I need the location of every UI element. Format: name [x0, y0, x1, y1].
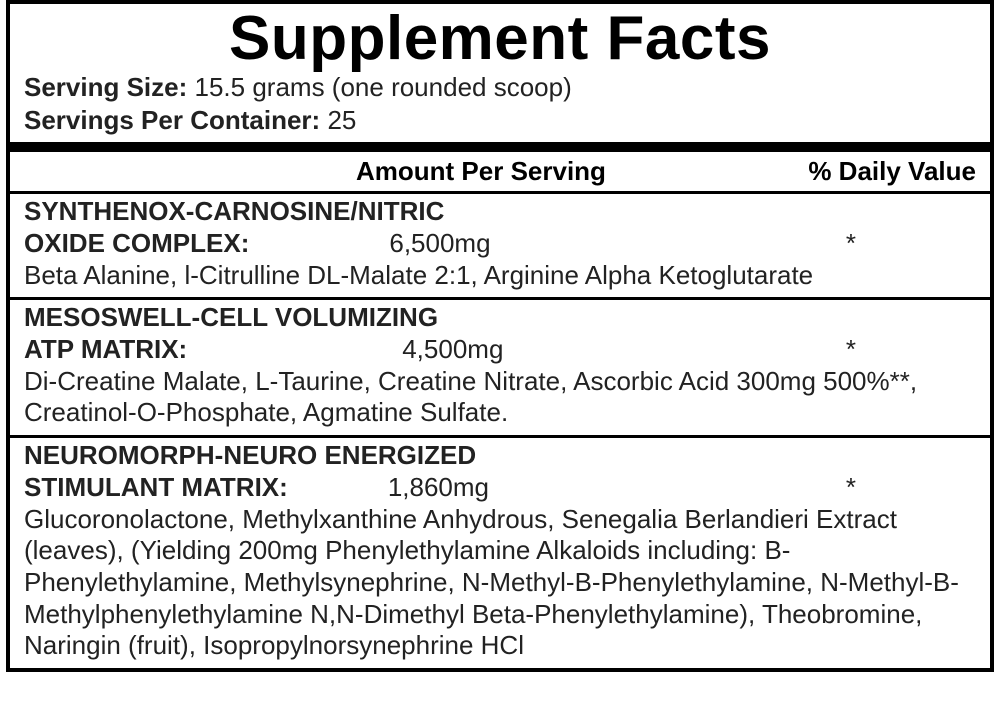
section-dv: * — [846, 228, 976, 260]
section-title: MESOSWELL-CELL VOLUMIZING — [24, 302, 976, 334]
dv-header: % Daily Value — [716, 156, 976, 187]
section-amount: 4,500mg — [402, 334, 503, 366]
section-subtitle: ATP MATRIX: — [24, 334, 207, 366]
supplement-facts-panel: Supplement Facts Serving Size: 15.5 gram… — [6, 0, 994, 672]
section-amount: 1,860mg — [388, 472, 489, 504]
ingredient-section: MESOSWELL-CELL VOLUMIZING ATP MATRIX: 4,… — [10, 300, 990, 435]
section-description: Di-Creatine Malate, L-Taurine, Creatine … — [24, 366, 976, 429]
section-subtitle: OXIDE COMPLEX: — [24, 228, 269, 260]
serving-size-label: Serving Size: — [24, 72, 187, 102]
column-headers: Amount Per Serving % Daily Value — [10, 152, 990, 191]
servings-per-container-value: 25 — [327, 105, 356, 135]
ingredient-section: NEUROMORPH-NEURO ENERGIZED STIMULANT MAT… — [10, 438, 990, 668]
ingredient-section: SYNTHENOX-CARNOSINE/NITRIC OXIDE COMPLEX… — [10, 194, 990, 297]
section-title: NEUROMORPH-NEURO ENERGIZED — [24, 440, 976, 472]
serving-size-value: 15.5 grams (one rounded scoop) — [195, 72, 572, 102]
servings-per-container-label: Servings Per Container: — [24, 105, 320, 135]
panel-title: Supplement Facts — [10, 4, 990, 71]
section-subtitle: STIMULANT MATRIX: — [24, 472, 308, 504]
amount-header: Amount Per Serving — [356, 156, 716, 187]
section-description: Glucoronolactone, Methylxanthine Anhydro… — [24, 504, 976, 663]
serving-info: Serving Size: 15.5 grams (one rounded sc… — [10, 71, 990, 142]
separator-thick — [10, 142, 990, 152]
section-description: Beta Alanine, l-Citrulline DL-Malate 2:1… — [24, 260, 976, 292]
section-dv: * — [846, 334, 976, 366]
section-title: SYNTHENOX-CARNOSINE/NITRIC — [24, 196, 976, 228]
section-amount: 6,500mg — [389, 228, 490, 260]
section-dv: * — [846, 472, 976, 504]
